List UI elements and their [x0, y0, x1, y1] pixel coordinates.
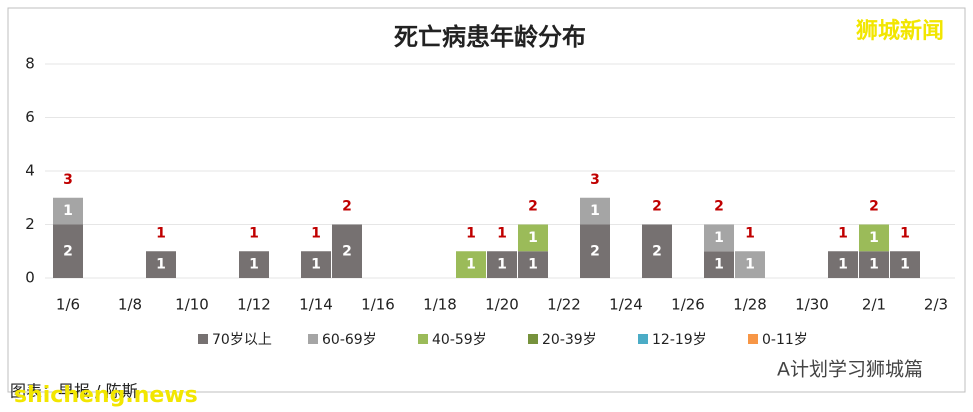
total-label: 2 [652, 199, 662, 215]
bar-segment [735, 251, 765, 278]
total-label: 2 [528, 199, 538, 215]
bar-segment [487, 251, 517, 278]
legend-swatch [308, 334, 318, 344]
segment-label: 1 [838, 257, 848, 273]
total-label: 1 [900, 225, 910, 241]
legend-label: 0-11岁 [762, 332, 808, 348]
y-tick-label: 0 [25, 269, 35, 287]
total-label: 1 [745, 225, 755, 241]
segment-label: 2 [652, 243, 662, 259]
total-label: 1 [156, 225, 166, 241]
segment-label: 2 [63, 243, 73, 259]
total-label: 1 [311, 225, 321, 241]
total-label: 2 [714, 199, 724, 215]
bar-segment [53, 197, 83, 225]
y-tick-label: 4 [25, 162, 35, 180]
total-label: 1 [466, 225, 476, 241]
legend-label: 60-69岁 [322, 332, 377, 348]
bar-segment [704, 251, 734, 278]
total-label: 3 [590, 172, 600, 188]
watermark: 狮城新闻 [856, 18, 944, 44]
bar-segment [859, 251, 889, 278]
legend-swatch [638, 334, 648, 344]
y-tick-label: 2 [25, 215, 35, 233]
segment-label: 1 [590, 203, 600, 219]
segment-label: 1 [900, 257, 910, 273]
x-tick-label: 2/1 [862, 296, 886, 314]
segment-label: 2 [342, 243, 352, 259]
x-tick-label: 1/26 [671, 296, 705, 314]
segment-label: 1 [249, 257, 259, 273]
x-tick-label: 1/16 [361, 296, 395, 314]
x-tick-label: 1/6 [56, 296, 80, 314]
bar-segment [53, 224, 83, 278]
x-tick-label: 1/30 [795, 296, 829, 314]
segment-label: 1 [714, 230, 724, 246]
segment-label: 1 [528, 257, 538, 273]
bar-segment [146, 251, 176, 278]
bar-segment [456, 251, 486, 278]
bar-segment [239, 251, 269, 278]
legend-swatch [528, 334, 538, 344]
total-label: 1 [497, 225, 507, 241]
x-tick-label: 1/24 [609, 296, 643, 314]
x-tick-label: 1/20 [485, 296, 519, 314]
x-tick-label: 2/3 [924, 296, 948, 314]
y-tick-label: 8 [25, 55, 35, 73]
legend-swatch [198, 334, 208, 344]
bar-segment [859, 224, 889, 252]
bar-segment [518, 224, 548, 252]
x-tick-label: 1/8 [118, 296, 142, 314]
chart-title: 死亡病患年龄分布 [394, 23, 586, 51]
bar-segment [890, 251, 920, 278]
bar-segment [828, 251, 858, 278]
total-label: 1 [249, 225, 259, 241]
x-tick-label: 1/18 [423, 296, 457, 314]
y-tick-label: 6 [25, 108, 35, 126]
legend-label: 12-19岁 [652, 332, 707, 348]
total-label: 2 [869, 199, 879, 215]
segment-label: 1 [869, 257, 879, 273]
total-label: 1 [838, 225, 848, 241]
chart-frame [7, 7, 966, 393]
segment-label: 2 [590, 243, 600, 259]
bar-segment [704, 224, 734, 252]
legend-label: 20-39岁 [542, 332, 597, 348]
x-tick-label: 1/14 [299, 296, 333, 314]
x-tick-label: 1/12 [237, 296, 271, 314]
segment-label: 1 [714, 257, 724, 273]
bar-segment [642, 224, 672, 278]
bar-segment [301, 251, 331, 278]
bar-segment [332, 224, 362, 278]
bar-segment [580, 224, 610, 278]
legend-label: 70岁以上 [212, 332, 272, 348]
x-tick-label: 1/10 [175, 296, 209, 314]
legend-swatch [418, 334, 428, 344]
bar-segment [518, 251, 548, 278]
site-watermark: shicheng.news [14, 383, 198, 408]
source: 图表：早报 / 陈斯 [10, 382, 138, 401]
x-tick-label: 1/28 [733, 296, 767, 314]
x-tick-label: 1/22 [547, 296, 581, 314]
segment-label: 1 [466, 257, 476, 273]
segment-label: 1 [528, 230, 538, 246]
legend-label: 40-59岁 [432, 332, 487, 348]
segment-label: 1 [311, 257, 321, 273]
legend-swatch [748, 334, 758, 344]
segment-label: 1 [745, 257, 755, 273]
total-label: 2 [342, 199, 352, 215]
total-label: 3 [63, 172, 73, 188]
segment-label: 1 [869, 230, 879, 246]
account-watermark: A计划学习狮城篇 [777, 359, 923, 381]
segment-label: 1 [497, 257, 507, 273]
bar-segment [580, 197, 610, 225]
segment-label: 1 [156, 257, 166, 273]
segment-label: 1 [63, 203, 73, 219]
